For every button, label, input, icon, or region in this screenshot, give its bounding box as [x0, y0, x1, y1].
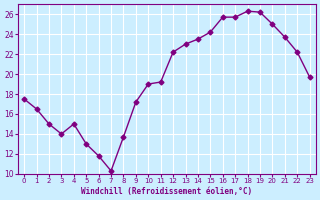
X-axis label: Windchill (Refroidissement éolien,°C): Windchill (Refroidissement éolien,°C)	[81, 187, 252, 196]
